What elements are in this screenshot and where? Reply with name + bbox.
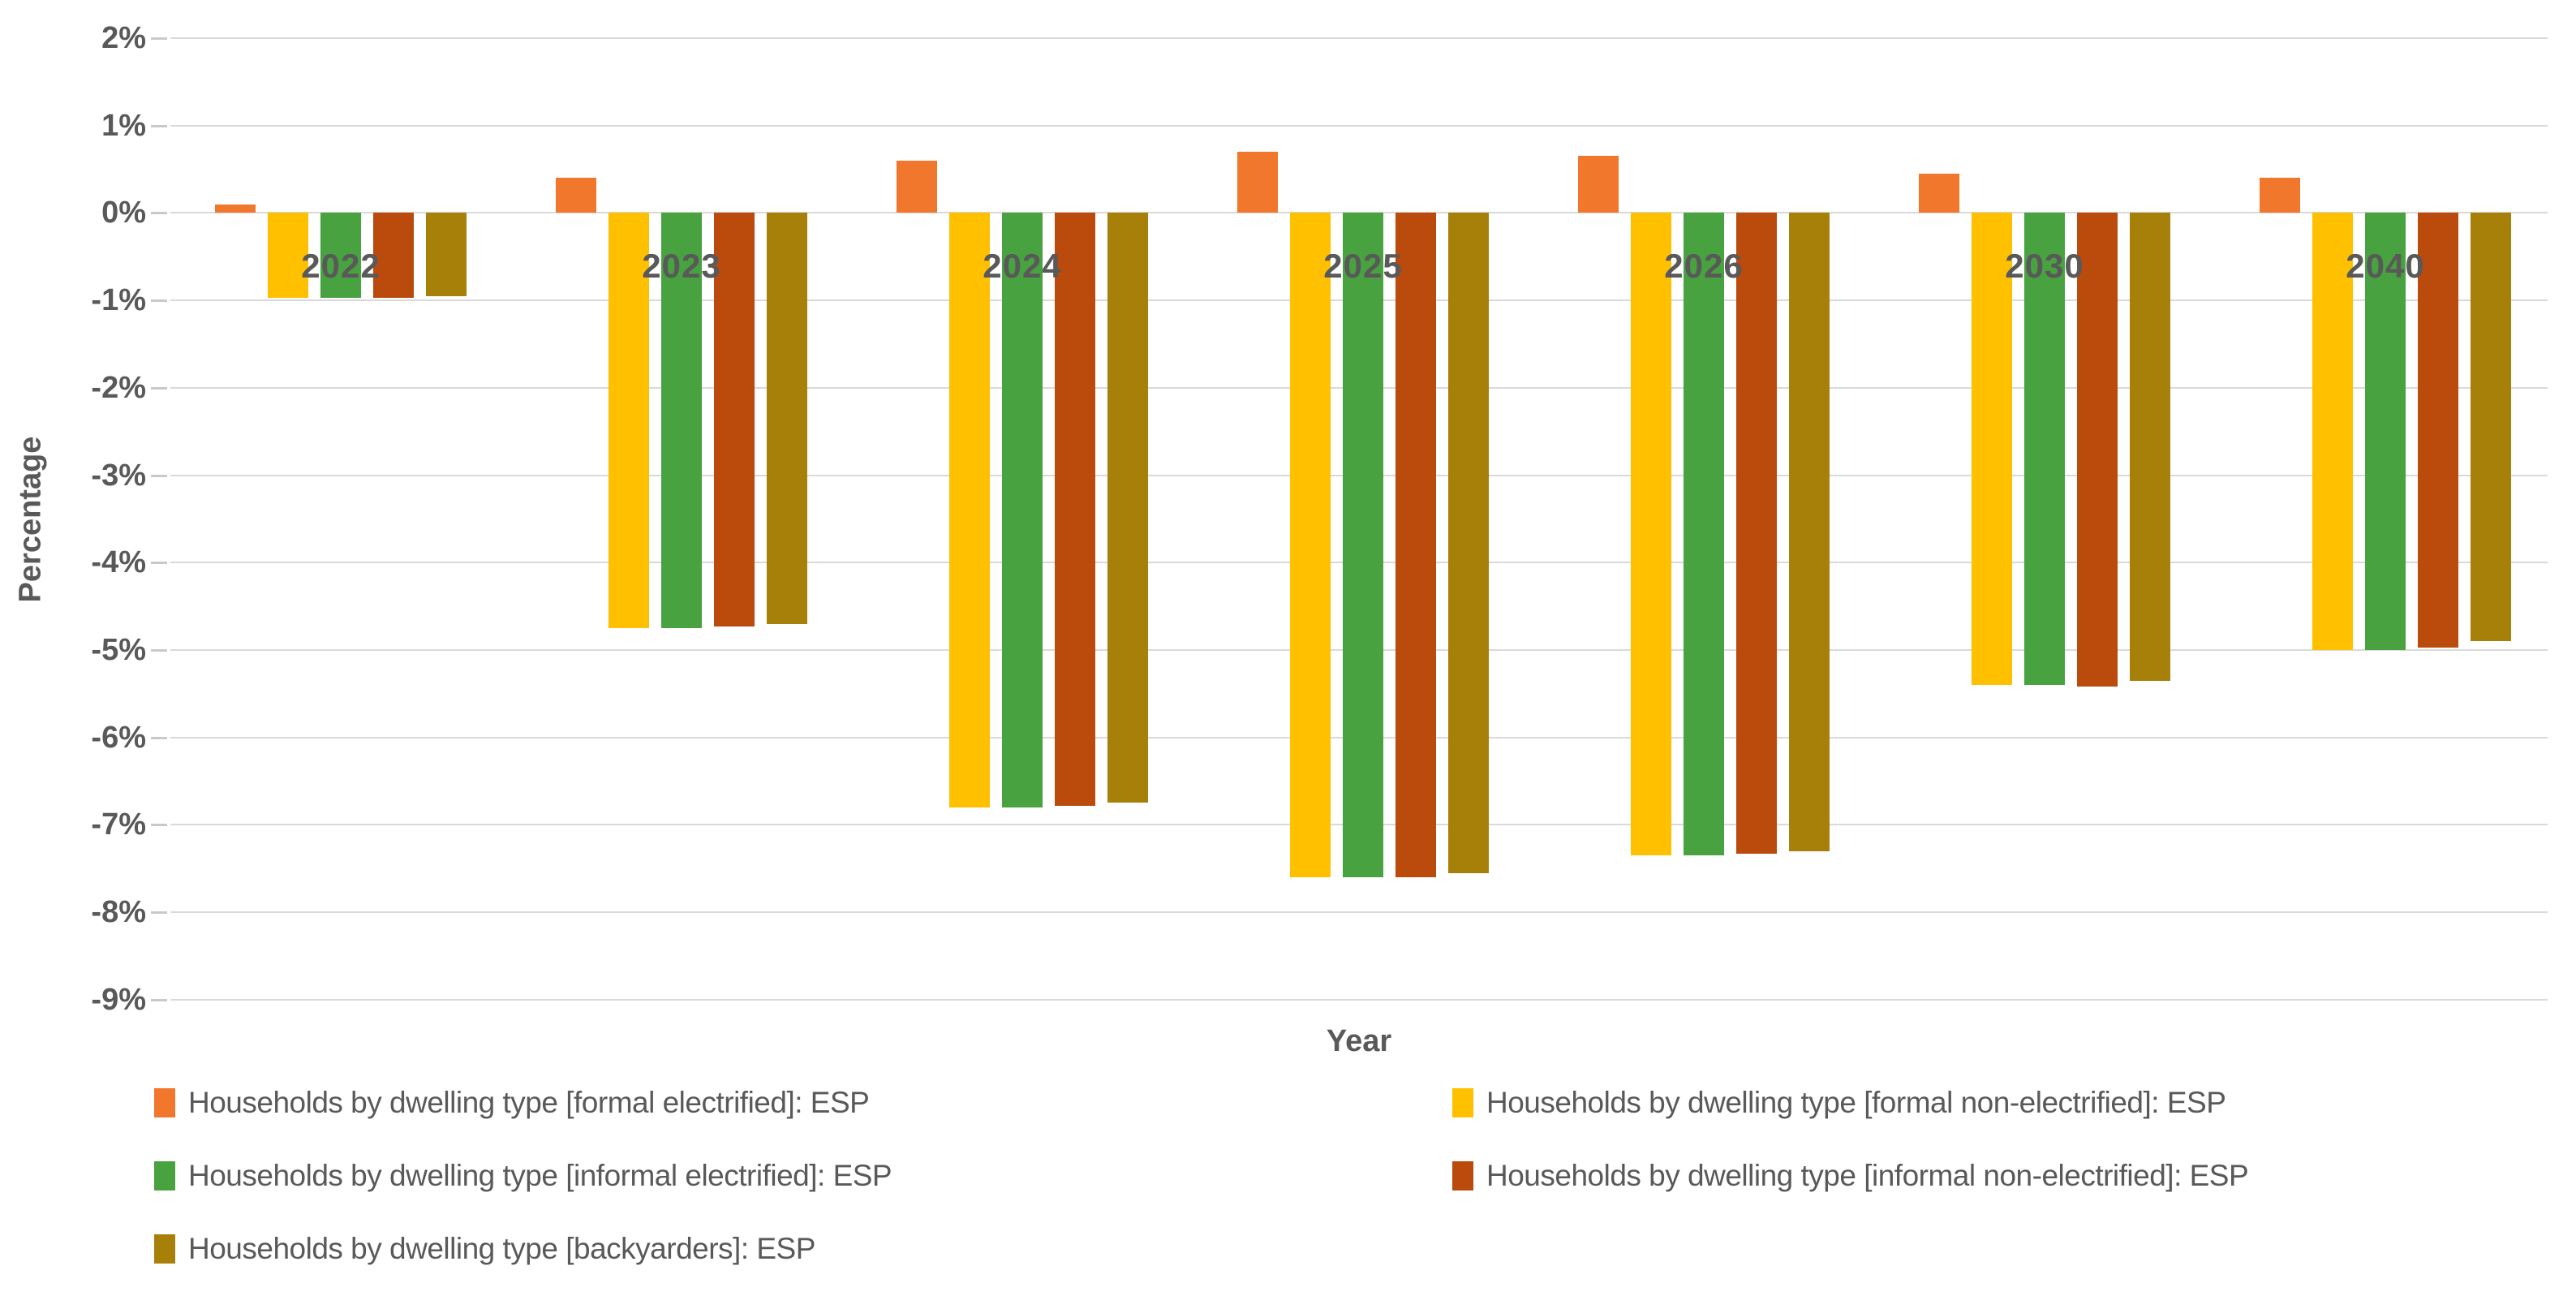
y-tick-label: -4% xyxy=(91,545,146,580)
bar-series3-2024 xyxy=(1002,213,1043,807)
bar-series4-2040 xyxy=(2418,213,2458,648)
y-tick-mark xyxy=(151,998,167,1001)
gridline-2pct xyxy=(170,37,2548,39)
bar-series1-2022 xyxy=(215,204,256,213)
legend-label: Households by dwelling type [formal non-… xyxy=(1486,1086,2226,1119)
bar-series2-2023 xyxy=(609,213,649,628)
bar-series2-2024 xyxy=(949,213,990,807)
bar-series5-2026 xyxy=(1789,213,1830,851)
bar-series5-2040 xyxy=(2471,213,2511,642)
y-tick-label: -7% xyxy=(91,807,146,842)
y-tick-label: 0% xyxy=(101,196,146,230)
y-tick-label: -1% xyxy=(91,283,146,318)
bar-series2-2022 xyxy=(268,213,308,298)
y-tick-mark xyxy=(151,562,167,565)
bar-series4-2026 xyxy=(1736,213,1777,854)
x-axis-title: Year xyxy=(1326,1024,1392,1058)
bar-series3-2022 xyxy=(320,213,361,298)
bar-series1-2026 xyxy=(1578,156,1619,213)
x-category-label: 2040 xyxy=(2346,247,2425,286)
bar-series1-2030 xyxy=(1919,173,1959,213)
bar-series2-2030 xyxy=(1972,213,2012,685)
legend-item-series2: Households by dwelling type [formal non-… xyxy=(1452,1079,2539,1126)
legend-marker-icon xyxy=(154,1234,175,1264)
bar-series4-2022 xyxy=(373,213,414,298)
y-tick-label: -6% xyxy=(91,720,146,755)
legend-label: Households by dwelling type [backyarders… xyxy=(188,1232,815,1265)
legend-label: Households by dwelling type [informal no… xyxy=(1486,1159,2249,1192)
legend-item-series3: Households by dwelling type [informal el… xyxy=(154,1152,1452,1199)
bar-series3-2030 xyxy=(2024,213,2065,685)
bar-series2-2025 xyxy=(1290,213,1331,877)
x-category-label: 2026 xyxy=(1664,247,1744,286)
legend-item-series4: Households by dwelling type [informal no… xyxy=(1452,1152,2539,1199)
bar-series4-2024 xyxy=(1055,213,1095,806)
y-tick-mark xyxy=(151,911,167,914)
x-category-label: 2024 xyxy=(983,247,1062,286)
y-tick-mark xyxy=(151,824,167,827)
y-tick-label: 2% xyxy=(101,21,146,55)
y-tick-mark xyxy=(151,37,167,40)
legend-item-series5: Households by dwelling type [backyarders… xyxy=(154,1225,1452,1272)
y-tick-label: 1% xyxy=(101,108,146,143)
bar-series3-2023 xyxy=(661,213,702,628)
legend-marker-icon xyxy=(1452,1088,1473,1117)
legend-label: Households by dwelling type [formal elec… xyxy=(188,1086,870,1119)
y-tick-mark xyxy=(151,386,167,390)
bar-series1-2025 xyxy=(1237,152,1278,213)
bar-series3-2025 xyxy=(1343,213,1383,877)
y-tick-mark xyxy=(151,736,167,739)
bar-series4-2023 xyxy=(714,213,755,626)
y-tick-label: -3% xyxy=(91,458,146,493)
bar-series4-2025 xyxy=(1396,213,1436,877)
bar-series5-2024 xyxy=(1107,213,1148,803)
bar-series1-2040 xyxy=(2260,178,2300,213)
bar-series5-2023 xyxy=(767,213,807,624)
y-tick-mark xyxy=(151,474,167,477)
gridline-1pct xyxy=(170,124,2548,127)
bar-series2-2026 xyxy=(1631,213,1671,855)
y-tick-mark xyxy=(151,124,167,127)
y-tick-label: -8% xyxy=(91,895,146,929)
x-category-label: 2022 xyxy=(301,247,381,286)
bar-series4-2030 xyxy=(2077,213,2118,687)
x-category-label: 2030 xyxy=(2005,247,2084,286)
legend: Households by dwelling type [formal elec… xyxy=(154,1079,2539,1272)
bar-series5-2022 xyxy=(426,213,467,296)
y-tick-mark xyxy=(151,648,167,652)
y-tick-mark xyxy=(151,299,167,303)
gridline--8pct xyxy=(170,911,2548,913)
bar-series1-2024 xyxy=(897,160,937,213)
x-category-label: 2025 xyxy=(1323,247,1403,286)
gridline--9pct xyxy=(170,998,2548,1001)
y-tick-label: -2% xyxy=(91,370,146,405)
bar-series3-2026 xyxy=(1684,213,1724,855)
x-category-label: 2023 xyxy=(642,247,721,286)
y-tick-label: -5% xyxy=(91,632,146,667)
legend-label: Households by dwelling type [informal el… xyxy=(188,1159,892,1192)
bar-series1-2023 xyxy=(556,178,596,213)
legend-marker-icon xyxy=(154,1088,175,1117)
legend-item-series1: Households by dwelling type [formal elec… xyxy=(154,1079,1452,1126)
legend-marker-icon xyxy=(154,1161,175,1191)
bar-series5-2030 xyxy=(2130,213,2170,681)
y-tick-mark xyxy=(151,212,167,215)
y-tick-label: -9% xyxy=(91,982,146,1017)
legend-marker-icon xyxy=(1452,1161,1473,1191)
bar-series5-2025 xyxy=(1448,213,1489,873)
bar-series2-2040 xyxy=(2312,213,2353,650)
plot-area: 2022 2023 2024 2025 2026 2030 2040 xyxy=(170,37,2548,1001)
bar-series3-2040 xyxy=(2365,213,2406,650)
